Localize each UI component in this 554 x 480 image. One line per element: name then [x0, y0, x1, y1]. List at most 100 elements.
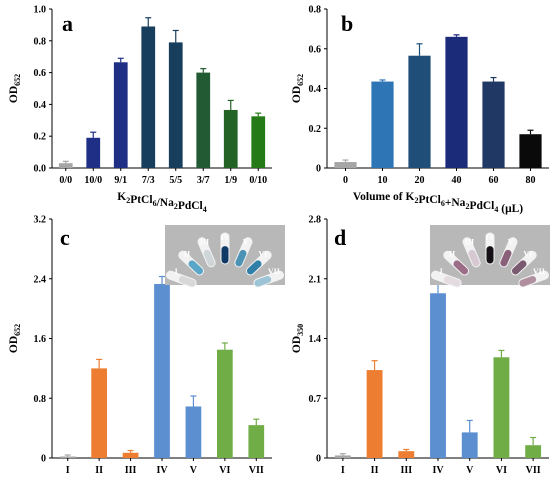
y-axis-label: OD652 — [8, 74, 22, 103]
bar — [366, 370, 383, 458]
x-tick-label: IV — [432, 465, 444, 476]
x-tick-label: 7/3 — [142, 175, 155, 186]
y-tick-label: 0.2 — [34, 132, 47, 143]
bar — [196, 72, 211, 168]
x-tick-label: VII — [526, 465, 541, 476]
x-tick-label: VII — [249, 465, 264, 476]
bar — [154, 283, 170, 458]
bar — [493, 357, 510, 458]
tube-label: II — [184, 249, 190, 258]
x-tick-label: I — [341, 465, 345, 476]
x-tick-label: 0/0 — [59, 175, 72, 186]
label-subscript: 2 — [174, 202, 178, 211]
tube-label: VII — [533, 267, 545, 276]
bar — [519, 134, 542, 168]
y-tick-label: 0.4 — [34, 100, 47, 111]
label-subscript: 2 — [465, 202, 469, 211]
bar — [248, 425, 265, 458]
tube-liquid — [203, 249, 215, 267]
tube-liquid — [468, 249, 480, 267]
tube-label: V — [508, 237, 514, 246]
x-tick-label: 1/9 — [224, 175, 237, 186]
y-tick-label: 0 — [316, 454, 321, 465]
label-subscript: 350 — [296, 324, 305, 336]
y-tick-label: 2.1 — [309, 274, 322, 285]
bar — [445, 36, 468, 169]
y-tick-label: 0.2 — [309, 124, 322, 135]
chart-panel-b: b 0 0.2 0.4 0.6 0.8 0 10 20 40 60 80 OD652 Volume of … — [291, 5, 549, 215]
label-main: OD — [8, 86, 20, 103]
bar — [334, 455, 351, 458]
bar — [334, 162, 357, 168]
x-tick-label: 9/1 — [114, 175, 127, 186]
tube-liquid — [246, 260, 262, 275]
label-main: OD — [291, 86, 303, 103]
label-subscript: 4 — [494, 205, 498, 214]
x-tick-label: II — [95, 465, 103, 476]
bar — [482, 81, 505, 168]
label-part: /Na — [156, 197, 175, 209]
x-tick-label: 5/5 — [169, 175, 182, 186]
y-tick-label: 0.8 — [34, 36, 47, 47]
tube-label: I — [175, 267, 178, 276]
label-part: PdCl — [469, 200, 494, 212]
bar — [141, 26, 156, 168]
y-tick-label: 2.8 — [309, 215, 322, 226]
y-tick-label: 1.4 — [309, 334, 322, 345]
x-tick-label: 10/0 — [84, 175, 102, 186]
x-axis-label: K2PtCl6/Na2PdCl4 — [117, 191, 206, 214]
x-tick-label: III — [125, 465, 137, 476]
tube-label: VI — [523, 249, 532, 258]
bar — [223, 109, 238, 168]
tube-label: V — [243, 237, 249, 246]
label-part: Volume of K — [353, 191, 415, 203]
label-part: PtCl — [418, 194, 440, 206]
y-tick-label: 0.0 — [34, 164, 47, 175]
tube-label: IV — [221, 233, 230, 242]
bar — [185, 406, 202, 458]
bar — [122, 452, 139, 458]
bar — [430, 293, 446, 458]
y-tick-label: 0.7 — [309, 394, 322, 405]
x-tick-label: 80 — [526, 175, 536, 186]
label-subscript: 652 — [13, 74, 22, 86]
label-subscript: 4 — [203, 205, 207, 214]
chart-panel-a: a 0.0 0.2 0.4 0.6 0.8 1.0 0/0 10/0 9/1 7/3 5/5 3/7 1/… — [8, 5, 272, 214]
tube-label: I — [440, 267, 443, 276]
x-tick-label: V — [466, 465, 474, 476]
y-axis-label: OD652 — [291, 74, 305, 103]
y-tick-label: 0.6 — [34, 68, 47, 79]
tube-label: VII — [268, 267, 280, 276]
label-subscript: 2 — [414, 196, 418, 205]
tube-liquid — [511, 260, 527, 275]
x-tick-label: VI — [219, 465, 230, 476]
bar — [461, 432, 478, 458]
x-tick-label: 0/10 — [249, 175, 267, 186]
label-main: OD — [8, 336, 20, 353]
tube-label: VI — [258, 249, 267, 258]
y-tick-label: 2.4 — [34, 274, 47, 285]
bar — [371, 81, 394, 168]
y-tick-label: 1.6 — [34, 334, 47, 345]
label-subscript: 6 — [153, 199, 157, 208]
bar — [58, 163, 73, 168]
tube-label: II — [449, 249, 455, 258]
x-tick-label: IV — [156, 465, 168, 476]
y-tick-label: 3.2 — [34, 215, 47, 226]
x-tick-label: VI — [496, 465, 507, 476]
label-part: K — [117, 191, 126, 203]
x-tick-label: 0 — [343, 175, 348, 186]
panel-label: b — [341, 11, 353, 36]
bar — [113, 62, 128, 168]
y-tick-label: 0 — [41, 454, 46, 465]
label-subscript: 6 — [441, 199, 445, 208]
y-tick-label: 0 — [316, 164, 321, 175]
tube-liquid — [235, 249, 247, 267]
tube-liquid — [519, 275, 537, 287]
x-tick-label: III — [400, 465, 412, 476]
tube-label: IV — [486, 233, 495, 242]
